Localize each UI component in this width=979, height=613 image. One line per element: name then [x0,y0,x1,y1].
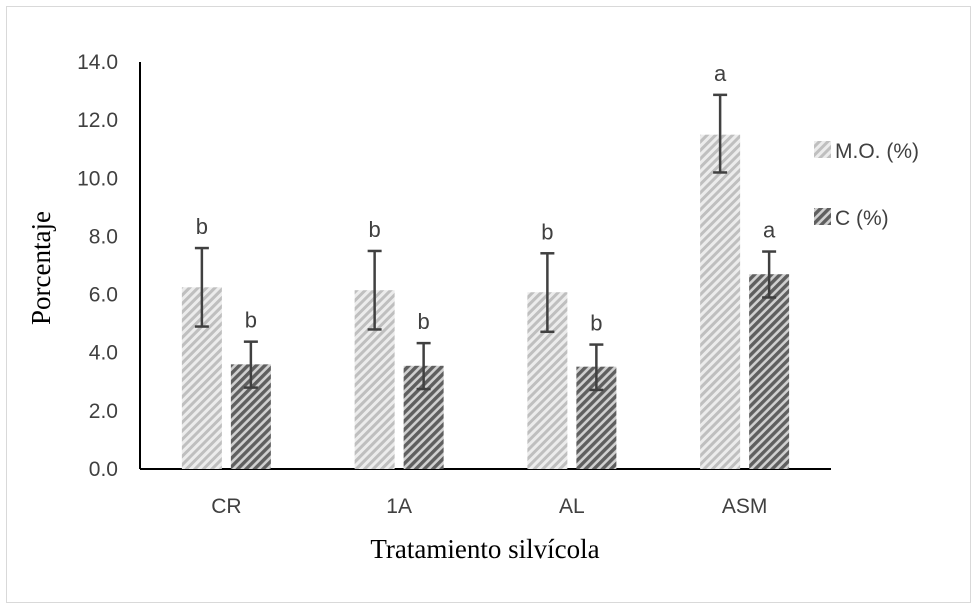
y-tick-label: 4.0 [89,342,118,365]
x-tick-label: 1A [386,495,412,518]
y-tick-label: 6.0 [89,284,118,307]
error-bar [540,252,555,334]
legend: M.O. (%) C (%) [814,140,919,230]
y-tick-label: 0.0 [89,458,118,481]
error-bar [762,250,777,299]
x-tick-label: CR [211,495,241,518]
x-tick-label: ASM [722,495,768,518]
significance-label: b [196,214,208,239]
error-bar [194,246,209,328]
legend-label-mo: M.O. (%) [835,140,919,163]
y-tick-label: 10.0 [77,167,118,190]
x-tick-label: AL [559,495,585,518]
error-bar [367,249,382,331]
legend-label-c: C (%) [835,207,889,230]
error-bar [416,341,431,391]
x-axis-title: Tratamiento silvícola [370,534,599,564]
y-axis-title: Porcentaje [26,211,56,325]
significance-label: b [245,308,257,333]
error-bar [243,340,258,389]
error-bar [589,343,604,392]
significance-label: a [714,61,727,86]
significance-label: b [590,311,602,336]
y-tick-label: 12.0 [77,109,118,132]
bar-mo [700,134,741,469]
y-tick-label: 8.0 [89,225,118,248]
bar-c [749,274,790,469]
significance-label: b [369,217,381,242]
chart-frame [6,6,971,603]
significance-label: b [418,309,430,334]
y-tick-label: 14.0 [77,51,118,74]
significance-label: b [541,219,553,244]
y-tick-label: 2.0 [89,400,118,423]
legend-swatch-c [814,208,831,225]
legend-swatch-mo [814,141,831,158]
error-bar [713,93,728,174]
significance-label: a [763,218,776,243]
